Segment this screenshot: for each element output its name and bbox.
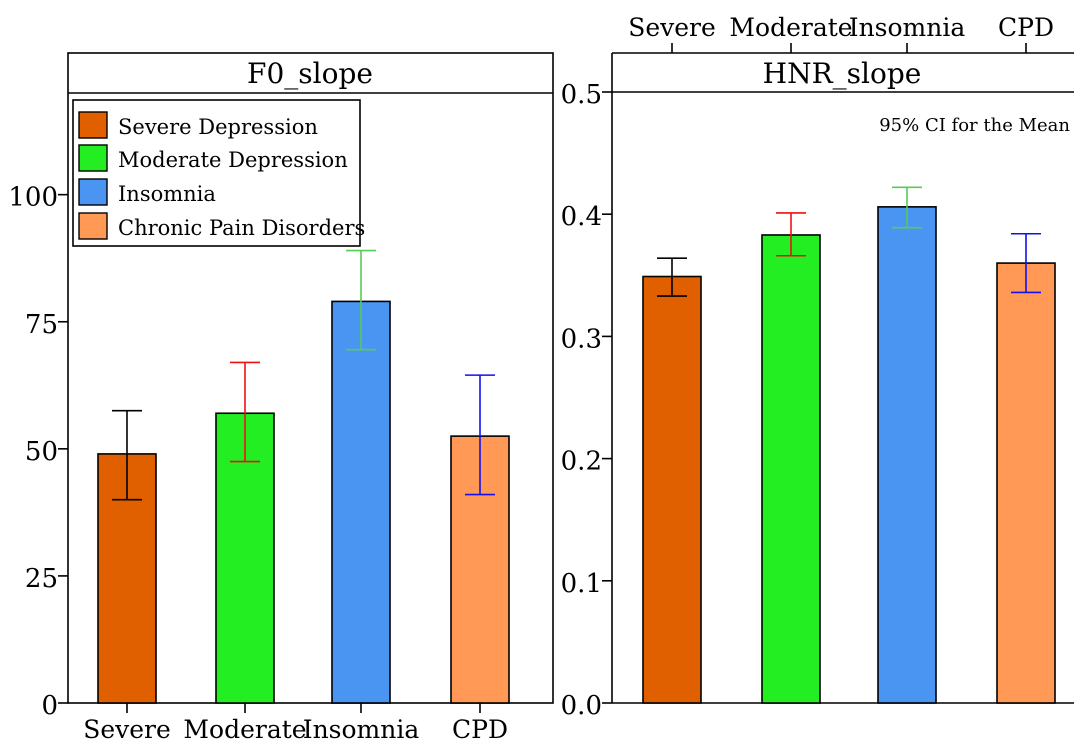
f0-bar-insomnia xyxy=(331,300,391,704)
hnr-panel-title: HNR_slope xyxy=(763,57,922,90)
hnr-panel: HNR_slope 95% CI for the Mean 0.00.10.20… xyxy=(561,13,1074,721)
hnr-bars xyxy=(642,186,1056,704)
legend-swatch-moderate xyxy=(78,144,108,172)
legend-label-cpd: Chronic Pain Disorders xyxy=(118,216,365,240)
hnr-ytick-label: 0.3 xyxy=(561,324,602,354)
legend-swatch-cpd xyxy=(78,212,108,240)
hnr-ytick-label: 0.2 xyxy=(561,447,602,477)
f0-ytick-label: 25 xyxy=(25,564,58,594)
hnr-ytick-label: 0.0 xyxy=(561,691,602,721)
hnr-ytick-label: 0.4 xyxy=(561,202,602,232)
legend-swatch-severe xyxy=(78,111,108,139)
f0-panel-title: F0_slope xyxy=(247,57,373,90)
hnr-ytick-label: 0.5 xyxy=(561,80,602,110)
f0-ytick-label: 50 xyxy=(25,437,58,467)
f0-ytick-label: 0 xyxy=(41,691,58,721)
f0-bars xyxy=(97,249,510,704)
hnr-xtick-label: Moderate xyxy=(729,13,852,42)
f0-ytick-label: 100 xyxy=(8,183,58,213)
f0-ytick-label: 75 xyxy=(25,310,58,340)
f0-y-axis: 0 25 50 75 100 xyxy=(8,183,68,721)
hnr-xtick-label: Severe xyxy=(628,13,716,42)
hnr-xtick-label: Insomnia xyxy=(849,13,966,42)
legend-box xyxy=(72,99,361,247)
legend: Severe Depression Moderate Depression In… xyxy=(72,99,365,247)
legend-label-severe: Severe Depression xyxy=(118,115,318,139)
hnr-y-axis: 0.0 0.1 0.2 0.3 0.4 0.5 xyxy=(561,80,612,721)
f0-xtick-label: CPD xyxy=(452,715,508,743)
hnr-xtick-label: CPD xyxy=(998,13,1054,42)
legend-label-insomnia: Insomnia xyxy=(118,182,216,206)
hnr-bar-severe xyxy=(642,275,702,704)
hnr-bar-cpd xyxy=(996,262,1056,704)
hnr-bar-insomnia xyxy=(877,206,937,704)
hnr-bar-moderate xyxy=(761,234,821,704)
legend-swatch-insomnia xyxy=(78,178,108,206)
f0-panel-frame xyxy=(67,52,554,704)
f0-xtick-label: Moderate xyxy=(183,715,306,743)
f0-xtick-label: Insomnia xyxy=(303,715,420,743)
f0-xtick-label: Severe xyxy=(83,715,171,743)
ci-annotation: 95% CI for the Mean xyxy=(879,115,1070,136)
hnr-ytick-label: 0.1 xyxy=(561,569,602,599)
legend-label-moderate: Moderate Depression xyxy=(118,148,348,172)
